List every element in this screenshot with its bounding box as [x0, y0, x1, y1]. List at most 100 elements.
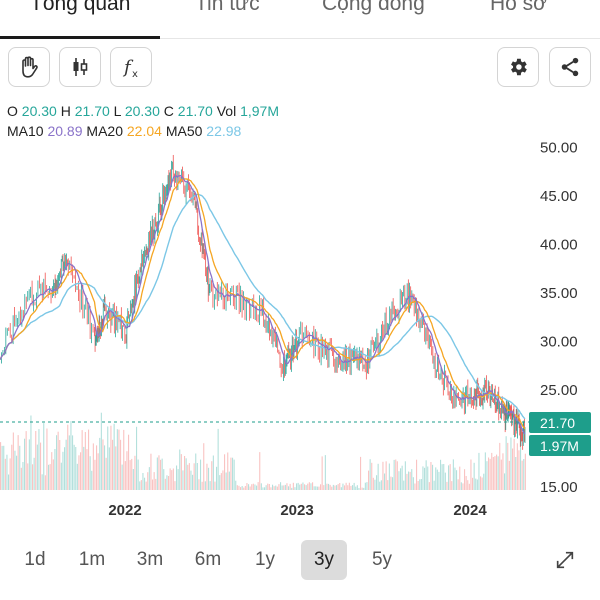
- volume-bar: [448, 465, 450, 490]
- volume-bar: [284, 484, 286, 490]
- volume-bar: [316, 486, 318, 490]
- volume-bar: [470, 459, 472, 490]
- volume-bar: [377, 463, 379, 490]
- volume-bar: [169, 468, 171, 490]
- volume-bar: [459, 466, 461, 490]
- volume-bar: [318, 486, 320, 490]
- range-1m-button[interactable]: 1m: [78, 549, 106, 570]
- volume-bar: [432, 464, 434, 490]
- volume-bar: [388, 463, 390, 490]
- volume-bar: [280, 482, 282, 490]
- volume-bar: [481, 477, 483, 490]
- volume-bar: [188, 463, 190, 490]
- volume-bar: [251, 484, 253, 490]
- high-label: H: [60, 103, 71, 119]
- volume-bar: [160, 459, 162, 490]
- volume-bar: [110, 425, 112, 490]
- x-tick-label: 2023: [280, 502, 313, 519]
- volume-bar: [457, 479, 459, 490]
- range-3m-button[interactable]: 3m: [136, 549, 164, 570]
- tab-overview[interactable]: Tổng quan: [30, 0, 131, 15]
- volume-bar: [344, 485, 346, 490]
- volume-bar: [195, 453, 197, 490]
- price-chart[interactable]: 50.00 45.00 40.00 35.00 30.00 25.00 15.00 21.70…: [0, 118, 600, 528]
- volume-bar: [73, 444, 75, 490]
- volume-bar: [156, 457, 158, 490]
- volume-bar: [296, 483, 298, 490]
- volume-bar: [214, 481, 216, 490]
- volume-bar: [99, 437, 101, 490]
- high-value: 21.70: [74, 103, 110, 119]
- volume-bar: [144, 477, 146, 490]
- ma50-line: [0, 193, 526, 420]
- volume-bar: [382, 461, 384, 490]
- volume-bar: [48, 464, 50, 490]
- share-button[interactable]: [549, 47, 591, 87]
- indicators-button[interactable]: f x: [110, 47, 152, 87]
- volume-bar: [206, 463, 208, 490]
- volume-bar: [300, 483, 302, 490]
- volume-bar: [456, 470, 458, 490]
- volume-bar: [72, 435, 74, 490]
- volume-bar: [30, 415, 32, 490]
- chart-type-button[interactable]: [59, 47, 101, 87]
- volume-bar: [385, 461, 387, 490]
- volume-bar: [118, 429, 120, 490]
- volume-bar: [523, 459, 525, 490]
- volume-bar: [241, 486, 243, 490]
- volume-bar: [105, 457, 107, 490]
- volume-bar: [198, 479, 200, 490]
- volume-bar: [244, 486, 246, 490]
- volume-bar: [260, 483, 262, 490]
- range-5y-button[interactable]: 5y: [371, 549, 393, 570]
- volume-bar: [17, 435, 19, 490]
- volume-bar: [475, 478, 477, 490]
- gear-icon: [511, 58, 527, 76]
- volume-bar: [35, 431, 37, 490]
- volume-bar: [25, 431, 27, 490]
- tab-community[interactable]: Cộng đồng: [322, 0, 425, 15]
- volume-bar: [94, 459, 96, 490]
- volume-bar: [152, 479, 154, 490]
- range-1d-button[interactable]: 1d: [24, 549, 46, 570]
- volume-bar: [38, 429, 40, 490]
- volume-bar: [52, 459, 54, 490]
- volume-bar: [64, 447, 66, 490]
- volume-bar: [484, 452, 486, 490]
- volume-bar: [419, 479, 421, 490]
- tab-news[interactable]: Tin tức: [195, 0, 260, 15]
- range-6m-button[interactable]: 6m: [194, 549, 222, 570]
- volume-bar: [521, 460, 523, 490]
- tab-profile[interactable]: Hồ sơ: [490, 0, 547, 15]
- volume-bar: [176, 465, 178, 490]
- volume-bar: [123, 429, 125, 490]
- y-tick-label: 25.00: [540, 382, 578, 399]
- volume-bar: [342, 483, 344, 490]
- settings-button[interactable]: [497, 47, 539, 87]
- volume-bar: [446, 481, 448, 490]
- volume-bar: [507, 442, 509, 490]
- volume-bar: [14, 450, 16, 490]
- volume-bar: [201, 481, 203, 490]
- range-1y-button[interactable]: 1y: [254, 549, 276, 570]
- volume-bar: [6, 454, 8, 490]
- y-tick-label: 30.00: [540, 334, 578, 351]
- volume-bar: [57, 431, 59, 490]
- range-3y-button[interactable]: 3y: [301, 540, 347, 580]
- volume-bar: [228, 471, 230, 490]
- volume-bar: [336, 485, 338, 490]
- volume-bar: [499, 442, 501, 490]
- volume-bar: [137, 459, 139, 490]
- volume-value: 1,97M: [240, 103, 280, 119]
- ma50-value: 22.98: [206, 123, 242, 139]
- drawing-tool-button[interactable]: [8, 47, 50, 87]
- volume-bar: [449, 464, 451, 490]
- volume-bar: [462, 483, 464, 490]
- fullscreen-button[interactable]: [550, 545, 580, 575]
- volume-bar: [60, 462, 62, 490]
- volume-bar: [384, 473, 386, 490]
- volume-bar: [304, 484, 306, 490]
- volume-bar: [379, 481, 381, 490]
- volume-bar: [464, 469, 466, 490]
- last-price-tag: [529, 412, 591, 434]
